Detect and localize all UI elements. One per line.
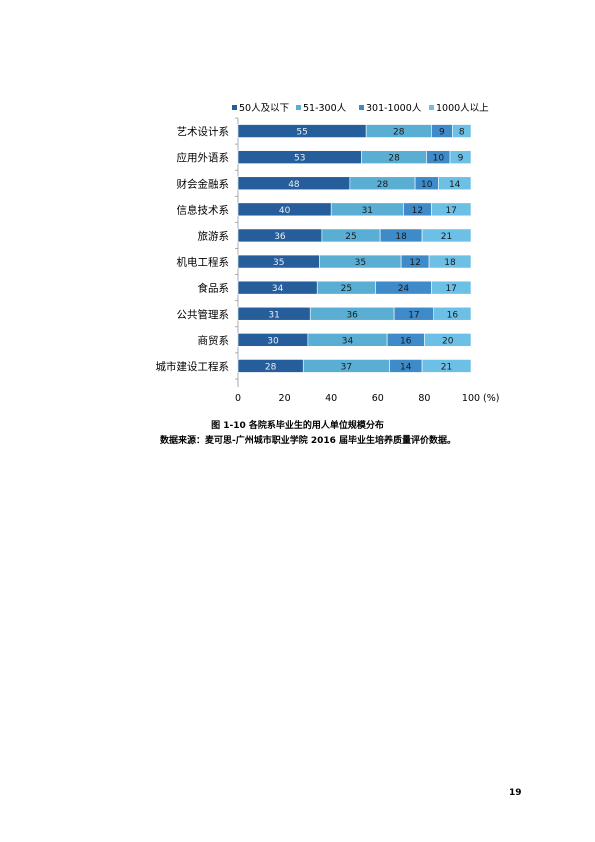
bar-segment: [431, 202, 472, 217]
category-labels: 艺术设计系应用外语系财会金融系信息技术系旅游系机电工程系食品系公共管理系商贸系城…: [156, 125, 230, 373]
data-label: 8: [459, 128, 465, 138]
unit-label: (%): [483, 393, 499, 404]
data-label: 14: [449, 180, 461, 190]
category-label: 应用外语系: [177, 151, 230, 164]
legend-label: 301-1000人: [366, 103, 422, 114]
data-source-note: 数据来源：麦可思-广州城市职业学院 2016 届毕业生培养质量评价数据。: [160, 436, 457, 446]
data-label: 17: [445, 284, 456, 294]
bar-segment: [433, 306, 472, 321]
data-label: 21: [441, 232, 452, 242]
category-label: 艺术设计系: [177, 125, 230, 138]
x-tick-label: 80: [418, 393, 430, 404]
data-label: 20: [442, 336, 454, 346]
x-tick-label: 20: [279, 393, 291, 404]
data-label: 10: [433, 154, 445, 164]
category-label: 商贸系: [198, 334, 230, 347]
data-label: 21: [441, 362, 452, 372]
data-label: 10: [421, 180, 433, 190]
legend-swatch: [359, 105, 364, 110]
legend-swatch: [232, 105, 237, 110]
data-label: 30: [267, 336, 279, 346]
page-number: 19: [509, 788, 522, 798]
data-label: 35: [273, 258, 284, 268]
data-label: 40: [279, 206, 291, 216]
category-label: 食品系: [198, 282, 230, 295]
data-label: 12: [412, 206, 423, 216]
data-label: 17: [408, 310, 419, 320]
data-label: 14: [400, 362, 412, 372]
bar-segment: [431, 280, 472, 295]
legend-label: 50人及以下: [239, 103, 289, 114]
data-label: 24: [398, 284, 410, 294]
x-tick-label: 100: [462, 393, 480, 404]
legend-swatch: [296, 105, 301, 110]
data-label: 31: [362, 206, 373, 216]
data-label: 18: [444, 258, 456, 268]
data-label: 28: [388, 154, 400, 164]
data-label: 34: [342, 336, 354, 346]
data-label: 9: [458, 154, 464, 164]
bar-segment: [421, 359, 472, 373]
data-label: 37: [341, 362, 352, 372]
data-label: 17: [445, 206, 456, 216]
data-label: 16: [447, 310, 459, 320]
data-label: 55: [296, 128, 307, 138]
x-tick-label: 0: [235, 393, 241, 404]
legend-label: 1000人以上: [436, 103, 489, 114]
data-label: 28: [377, 180, 389, 190]
legend-item: 1000人以上: [429, 103, 489, 114]
data-label: 36: [346, 310, 358, 320]
data-label: 48: [288, 180, 300, 190]
legend: 50人及以下 51-300人 301-1000人 1000人以上: [232, 103, 489, 114]
category-label: 机电工程系: [177, 256, 230, 269]
data-label: 25: [341, 284, 352, 294]
legend-item: 50人及以下: [232, 103, 289, 114]
data-label: 16: [400, 336, 412, 346]
data-label: 9: [439, 128, 445, 138]
data-label: 18: [395, 232, 407, 242]
stacked-bar-chart: 50人及以下 51-300人 301-1000人 1000人以上 55 28 9 8 53 28…: [156, 103, 500, 404]
data-label: 28: [265, 362, 277, 372]
data-label: 36: [274, 232, 286, 242]
legend-label: 51-300人: [303, 103, 347, 114]
bar-segment: [452, 124, 472, 138]
axis: [235, 117, 239, 387]
x-tick-labels: 0 20 40 60 80 100 (%): [235, 393, 499, 404]
legend-item: 51-300人: [296, 103, 347, 114]
data-label: 31: [268, 310, 279, 320]
figure-caption: 图 1-10 各院系毕业生的用人单位规模分布: [211, 421, 384, 431]
data-label: 35: [355, 258, 366, 268]
category-label: 旅游系: [198, 229, 230, 242]
data-label: 12: [409, 258, 420, 268]
x-tick-label: 40: [325, 393, 337, 404]
legend-swatch: [429, 105, 434, 110]
data-label: 25: [345, 232, 356, 242]
bar-segment: [421, 228, 472, 243]
category-label: 公共管理系: [177, 308, 230, 321]
bar-segment: [449, 150, 472, 164]
bar-segment: [438, 176, 472, 191]
category-label: 城市建设工程系: [156, 360, 230, 373]
x-tick-label: 60: [372, 393, 384, 404]
legend-item: 301-1000人: [359, 103, 422, 114]
category-label: 财会金融系: [177, 177, 230, 190]
data-label: 53: [294, 154, 305, 164]
data-label: 34: [272, 284, 284, 294]
category-label: 信息技术系: [177, 203, 230, 216]
bar-segment: [428, 254, 472, 269]
bars: 55 28 9 8 53 28 10 9 48 28 10 14 40 31 12 17 36 25 18 21 35 3…: [237, 124, 472, 373]
bar-segment: [424, 333, 472, 347]
data-label: 28: [393, 128, 405, 138]
